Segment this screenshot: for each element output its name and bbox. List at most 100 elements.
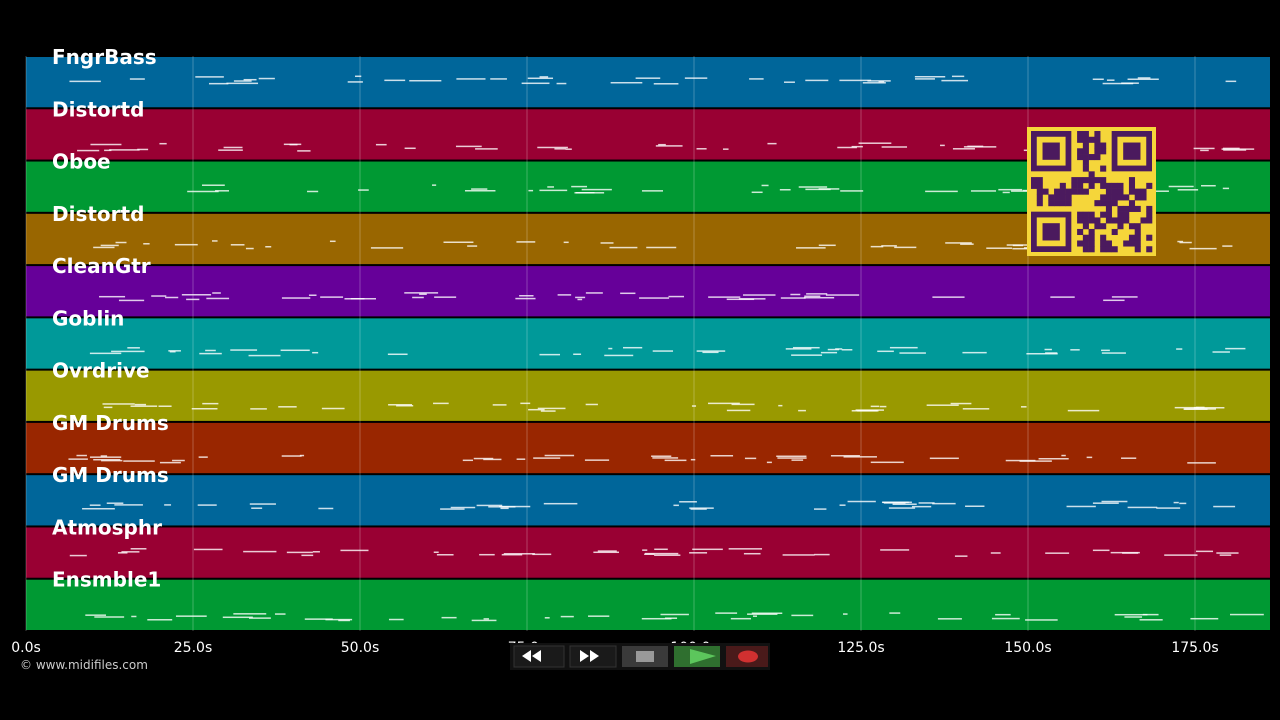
note xyxy=(89,504,101,506)
note xyxy=(344,298,365,300)
note xyxy=(483,618,489,620)
note xyxy=(585,292,603,294)
note xyxy=(543,502,578,505)
qr-module xyxy=(1146,182,1153,189)
note xyxy=(950,402,972,405)
note xyxy=(743,552,761,555)
note xyxy=(89,456,122,458)
note xyxy=(581,188,612,191)
qr-module xyxy=(1100,177,1107,184)
note xyxy=(1086,456,1093,459)
note xyxy=(104,149,112,152)
stop-button[interactable] xyxy=(622,646,668,667)
qr-module xyxy=(1111,246,1118,253)
note xyxy=(516,458,526,460)
note xyxy=(556,82,567,85)
note xyxy=(320,296,344,298)
qr-module xyxy=(1082,131,1089,138)
qr-finder xyxy=(1123,142,1141,160)
note xyxy=(1196,406,1205,409)
note xyxy=(258,77,275,80)
play-button[interactable] xyxy=(674,646,720,667)
note xyxy=(544,454,575,457)
note xyxy=(467,245,478,247)
note xyxy=(1101,349,1110,352)
note xyxy=(654,554,681,556)
note xyxy=(409,79,442,82)
note xyxy=(280,349,310,352)
note xyxy=(355,75,362,78)
note xyxy=(347,81,363,83)
note xyxy=(308,294,317,296)
note xyxy=(286,551,313,554)
note xyxy=(68,458,88,460)
note xyxy=(658,143,666,146)
qr-module xyxy=(1128,177,1136,184)
note xyxy=(312,551,320,553)
qr-module xyxy=(1128,234,1136,241)
track-name: Goblin xyxy=(52,306,124,330)
track-lane xyxy=(26,579,1270,630)
note xyxy=(818,244,836,247)
tick-label: 50.0s xyxy=(341,640,379,656)
note xyxy=(609,246,638,249)
record-button[interactable] xyxy=(726,646,768,667)
note xyxy=(1200,149,1209,152)
note xyxy=(243,550,277,553)
note xyxy=(690,458,696,461)
note xyxy=(646,246,677,249)
note xyxy=(867,80,891,82)
note xyxy=(877,350,894,353)
qr-module xyxy=(1123,240,1130,247)
note xyxy=(181,294,212,296)
note xyxy=(490,78,507,80)
qr-finder xyxy=(1042,142,1060,160)
note xyxy=(1229,613,1264,616)
note xyxy=(1019,460,1052,462)
note xyxy=(708,296,741,298)
note xyxy=(889,612,901,614)
note xyxy=(1038,458,1069,460)
track-name: FngrBass xyxy=(52,45,157,69)
qr-module xyxy=(1128,240,1136,247)
note xyxy=(434,296,457,298)
note xyxy=(715,612,738,614)
note xyxy=(1061,454,1066,457)
note xyxy=(651,455,672,457)
qr-module xyxy=(1077,217,1084,224)
note xyxy=(888,507,916,509)
note xyxy=(230,349,258,351)
qr-module xyxy=(1094,154,1101,161)
note xyxy=(456,78,486,80)
note xyxy=(1225,347,1246,350)
track-lane xyxy=(26,57,1270,108)
note xyxy=(1223,149,1247,151)
qr-module xyxy=(1088,246,1095,253)
qr-module xyxy=(1082,234,1089,241)
note xyxy=(1177,189,1199,191)
note xyxy=(222,616,253,619)
note xyxy=(85,614,107,616)
note xyxy=(600,242,614,244)
note xyxy=(881,501,912,504)
qr-finder xyxy=(1042,223,1060,241)
note xyxy=(130,405,158,407)
qr-module xyxy=(1054,188,1061,195)
rewind-button[interactable] xyxy=(513,645,565,668)
note xyxy=(881,146,908,148)
note xyxy=(584,459,610,461)
note xyxy=(164,504,172,506)
note xyxy=(1212,351,1230,353)
note xyxy=(889,346,918,349)
note xyxy=(471,188,488,190)
note xyxy=(742,294,776,296)
note xyxy=(1101,352,1126,354)
note xyxy=(1026,352,1058,355)
note xyxy=(1213,505,1236,508)
fast-forward-button[interactable] xyxy=(569,645,617,668)
note xyxy=(441,616,457,619)
qr-module xyxy=(1077,148,1084,155)
note xyxy=(1173,501,1179,504)
qr-module xyxy=(1128,188,1136,195)
qr-module xyxy=(1134,240,1141,247)
